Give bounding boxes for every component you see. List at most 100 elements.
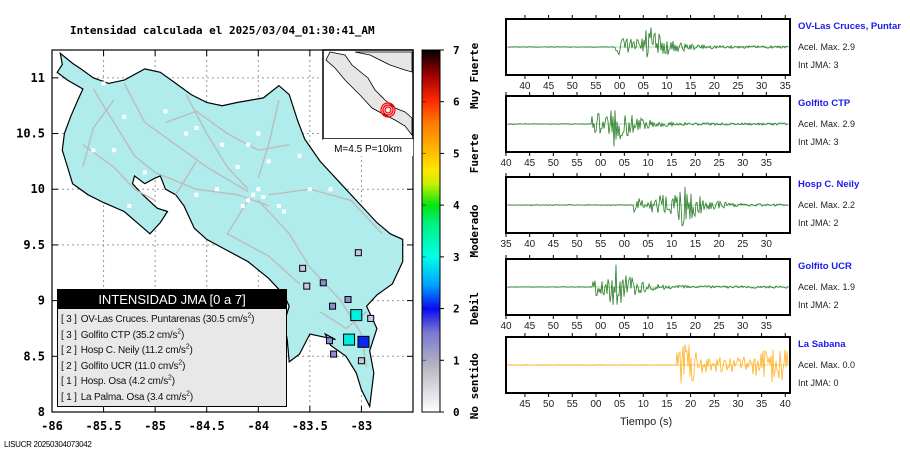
time-tick-label: 05	[638, 81, 650, 92]
seismogram-panel: 40 45 50 55 00 05 10 15 20 25 30 35	[505, 15, 791, 92]
station-marker	[344, 296, 352, 304]
town-marker	[245, 198, 250, 203]
time-tick-label: 50	[548, 158, 560, 169]
intensity-legend: INTENSIDAD JMA [0 a 7] [ 3 ] OV-Las Cruce…	[57, 289, 287, 407]
town-marker	[297, 153, 302, 158]
lat-tick-label: 8.5	[23, 349, 45, 363]
time-tick-label: 15	[685, 81, 697, 92]
road-line	[175, 161, 197, 196]
inset-magnitude-label: M=4.5 P=10km	[334, 144, 402, 155]
lat-tick-label: 10.5	[16, 127, 45, 141]
epicenter-ring-icon	[382, 104, 394, 116]
lon-tick-label: -86	[41, 419, 63, 433]
road-line	[257, 99, 280, 179]
time-tick-label: 55	[571, 158, 583, 169]
time-tick-label: 15	[690, 239, 702, 250]
station-name: La Sabana	[798, 339, 846, 350]
colorbar-category-label: Muy Fuerte	[468, 42, 481, 109]
time-tick-label: 05	[614, 399, 626, 410]
time-tick-label: 05	[619, 321, 631, 332]
station-name: Hosp C. Neily	[798, 179, 860, 190]
station-int-jma: Int JMA: 3	[798, 137, 839, 147]
legend-item-text: Golfito CTP (35.2 cm/s	[80, 329, 178, 341]
station-marker	[350, 309, 363, 322]
legend-item: [ 2 ] Hosp C. Neily (11.2 cm/s2)	[61, 343, 286, 359]
seismogram-trace	[507, 344, 789, 384]
colorbar-tick-label: 0	[453, 406, 460, 419]
time-tick-label: 20	[685, 399, 697, 410]
town-marker	[111, 148, 116, 153]
station-marker	[319, 279, 327, 287]
colorbar-category-label: No sentido	[468, 353, 481, 420]
seismogram-panel: 35 40 45 50 55 00 05 10 15 20 25 30	[500, 173, 791, 250]
legend-item-text: Hosp C. Neily (11.2 cm/s	[80, 345, 186, 356]
town-marker	[240, 203, 245, 208]
inset-landmass-north	[354, 51, 413, 73]
time-tick-label: 25	[737, 239, 749, 250]
time-tick-label: 20	[690, 321, 702, 332]
legend-item-level: [ 2 ]	[61, 360, 77, 372]
epicenter-ring-icon	[380, 102, 396, 118]
time-tick-label: 10	[642, 158, 654, 169]
time-tick-label: 00	[619, 239, 631, 250]
legend-item-text: OV-Las Cruces. Puntarenas (30.5 cm/s	[80, 314, 248, 325]
time-tick-label: 35	[761, 158, 773, 169]
station-name: Golfito UCR	[798, 261, 852, 272]
legend-item-level: [ 3 ]	[61, 314, 77, 325]
lon-tick-label: -84	[247, 419, 269, 433]
legend-item-level: [ 2 ]	[61, 345, 77, 356]
legend-item-tail: )	[251, 314, 255, 325]
time-tick-label: 50	[567, 81, 579, 92]
map-frame	[51, 49, 414, 413]
time-tick-label: 15	[666, 321, 678, 332]
station-marker	[343, 333, 356, 346]
time-tick-label: 45	[548, 239, 560, 250]
station-marker	[354, 249, 362, 257]
road-line	[165, 110, 290, 151]
legend-item-text: Hosp. Osa (4.2 cm/s	[80, 376, 169, 387]
station-acel-max: Acel. Max. 1.9	[798, 282, 856, 292]
lon-tick-label: -83.5	[292, 419, 328, 433]
time-tick-label: 20	[690, 158, 702, 169]
station-int-jma: Int JMA: 0	[798, 378, 839, 388]
time-tick-label: 55	[590, 81, 602, 92]
legend-item: [ 1 ] La Palma. Osa (3.4 cm/s2)	[61, 390, 286, 406]
colorbar-tick-label: 3	[453, 251, 460, 264]
legend-item-sup: 2	[178, 359, 183, 367]
legend-item-level: [ 3 ]	[61, 329, 77, 341]
time-tick-label: 05	[642, 239, 654, 250]
legend-item-tail: )	[189, 391, 193, 403]
station-acel-max: Acel. Max. 2.9	[798, 119, 856, 129]
seismogram-trace	[507, 186, 789, 227]
time-tick-label: 10	[661, 81, 673, 92]
colorbar-tick-label: 2	[453, 303, 460, 316]
time-tick-label: 40	[519, 81, 531, 92]
town-marker	[142, 170, 147, 175]
legend-item: [ 2 ] Golfito UCR (11.0 cm/s2)	[61, 359, 286, 375]
town-marker	[307, 187, 312, 192]
legend-item: [ 3 ] OV-Las Cruces. Puntarenas (30.5 cm/…	[61, 312, 286, 328]
seismogram-panel: 40 45 50 55 00 05 10 15 20 25 30 35	[500, 92, 791, 169]
colorbar-tick-label: 1	[453, 354, 460, 367]
town-marker	[194, 192, 199, 197]
road-line	[92, 88, 269, 207]
time-tick-label: 45	[524, 321, 536, 332]
station-marker	[367, 314, 375, 322]
town-marker	[184, 131, 189, 136]
town-marker	[91, 148, 96, 153]
colorbar-category-label: Fuerte	[468, 133, 481, 173]
legend-item-sup: 2	[168, 374, 172, 382]
town-marker	[220, 142, 225, 147]
time-tick-label: 30	[732, 399, 744, 410]
time-tick-label: 20	[709, 81, 721, 92]
time-tick-label: 40	[500, 158, 512, 169]
time-tick-label: 00	[595, 158, 607, 169]
lon-tick-label: -84.5	[189, 419, 225, 433]
time-tick-label: 55	[595, 239, 607, 250]
colorbar-tick-label: 7	[453, 44, 460, 57]
time-tick-label: 40	[524, 239, 536, 250]
time-tick-label: 45	[543, 81, 555, 92]
time-tick-label: 25	[709, 399, 721, 410]
station-acel-max: Acel. Max. 2.2	[798, 200, 856, 210]
